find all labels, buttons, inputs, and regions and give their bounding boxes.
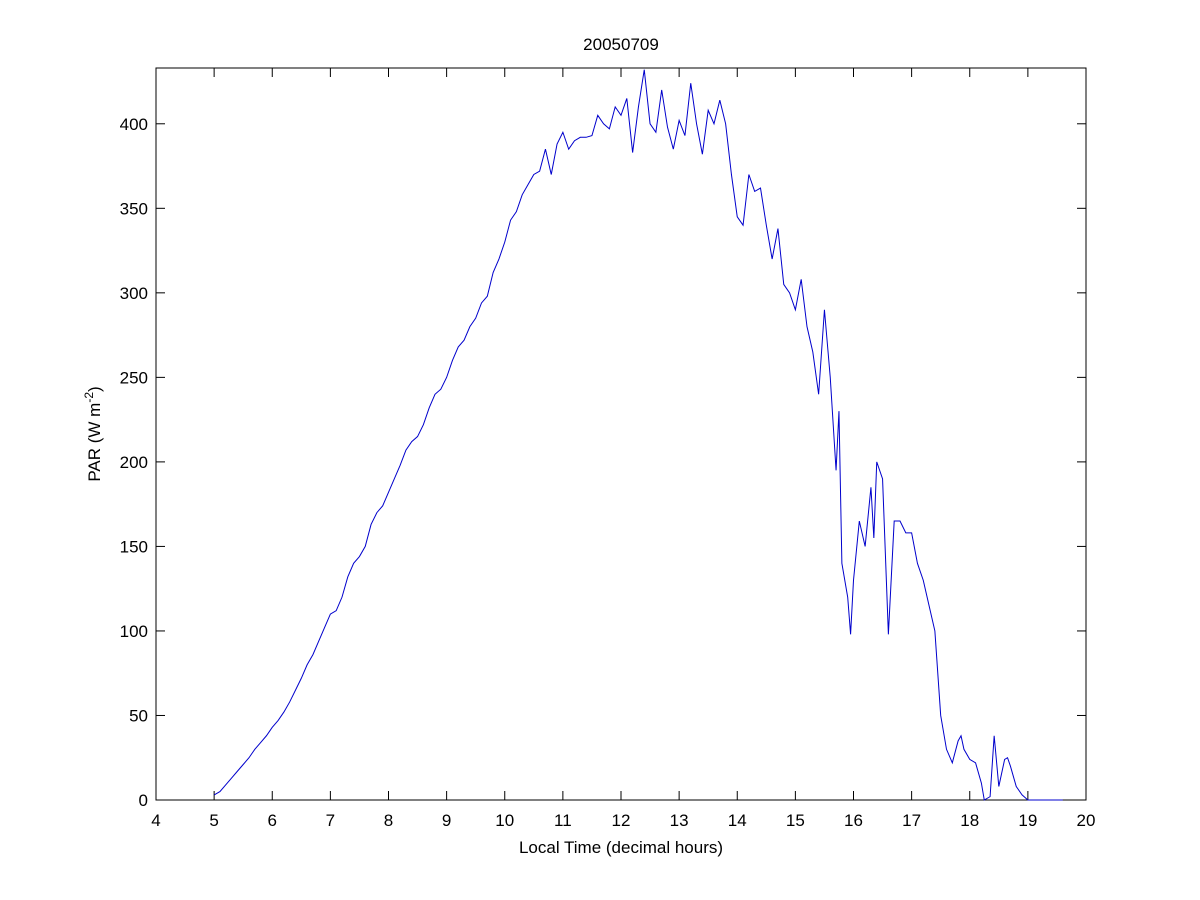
y-label-main: PAR (W m (85, 403, 104, 482)
y-tick-label: 400 (120, 115, 148, 134)
y-label-sup: -2 (82, 392, 96, 403)
x-tick-label: 8 (384, 811, 393, 830)
x-tick-label: 18 (960, 811, 979, 830)
x-tick-label: 13 (670, 811, 689, 830)
y-axis-label: PAR (W m-2) (82, 386, 104, 481)
data-line (213, 69, 1063, 801)
y-tick-label: 250 (120, 368, 148, 387)
x-tick-label: 20 (1077, 811, 1096, 830)
x-tick-label: 17 (902, 811, 921, 830)
x-tick-label: 12 (612, 811, 631, 830)
x-tick-label: 19 (1018, 811, 1037, 830)
x-tick-label: 9 (442, 811, 451, 830)
x-tick-label: 14 (728, 811, 747, 830)
chart-title: 20050709 (583, 35, 659, 54)
x-tick-label: 6 (268, 811, 277, 830)
x-tick-label: 16 (844, 811, 863, 830)
y-tick-label: 50 (129, 706, 148, 725)
x-axis-label: Local Time (decimal hours) (519, 838, 723, 857)
y-tick-label: 300 (120, 284, 148, 303)
y-tick-label: 100 (120, 622, 148, 641)
x-tick-label: 5 (209, 811, 218, 830)
y-tick-label: 350 (120, 199, 148, 218)
y-tick-label: 0 (139, 791, 148, 810)
x-tick-label: 10 (495, 811, 514, 830)
y-label-end: ) (85, 386, 104, 392)
x-tick-label: 15 (786, 811, 805, 830)
x-tick-label: 4 (151, 811, 160, 830)
plot-area (155, 67, 1087, 801)
y-tick-label: 200 (120, 453, 148, 472)
x-tick-label: 11 (554, 811, 572, 830)
x-tick-label: 7 (326, 811, 335, 830)
y-tick-label: 150 (120, 537, 148, 556)
